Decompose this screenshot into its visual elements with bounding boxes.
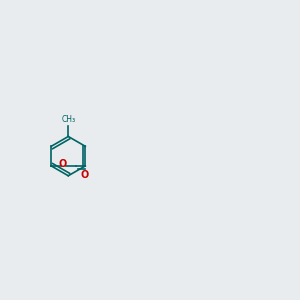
Text: CH₃: CH₃ [61,115,75,124]
Text: O: O [59,159,67,169]
Text: O: O [81,170,89,180]
